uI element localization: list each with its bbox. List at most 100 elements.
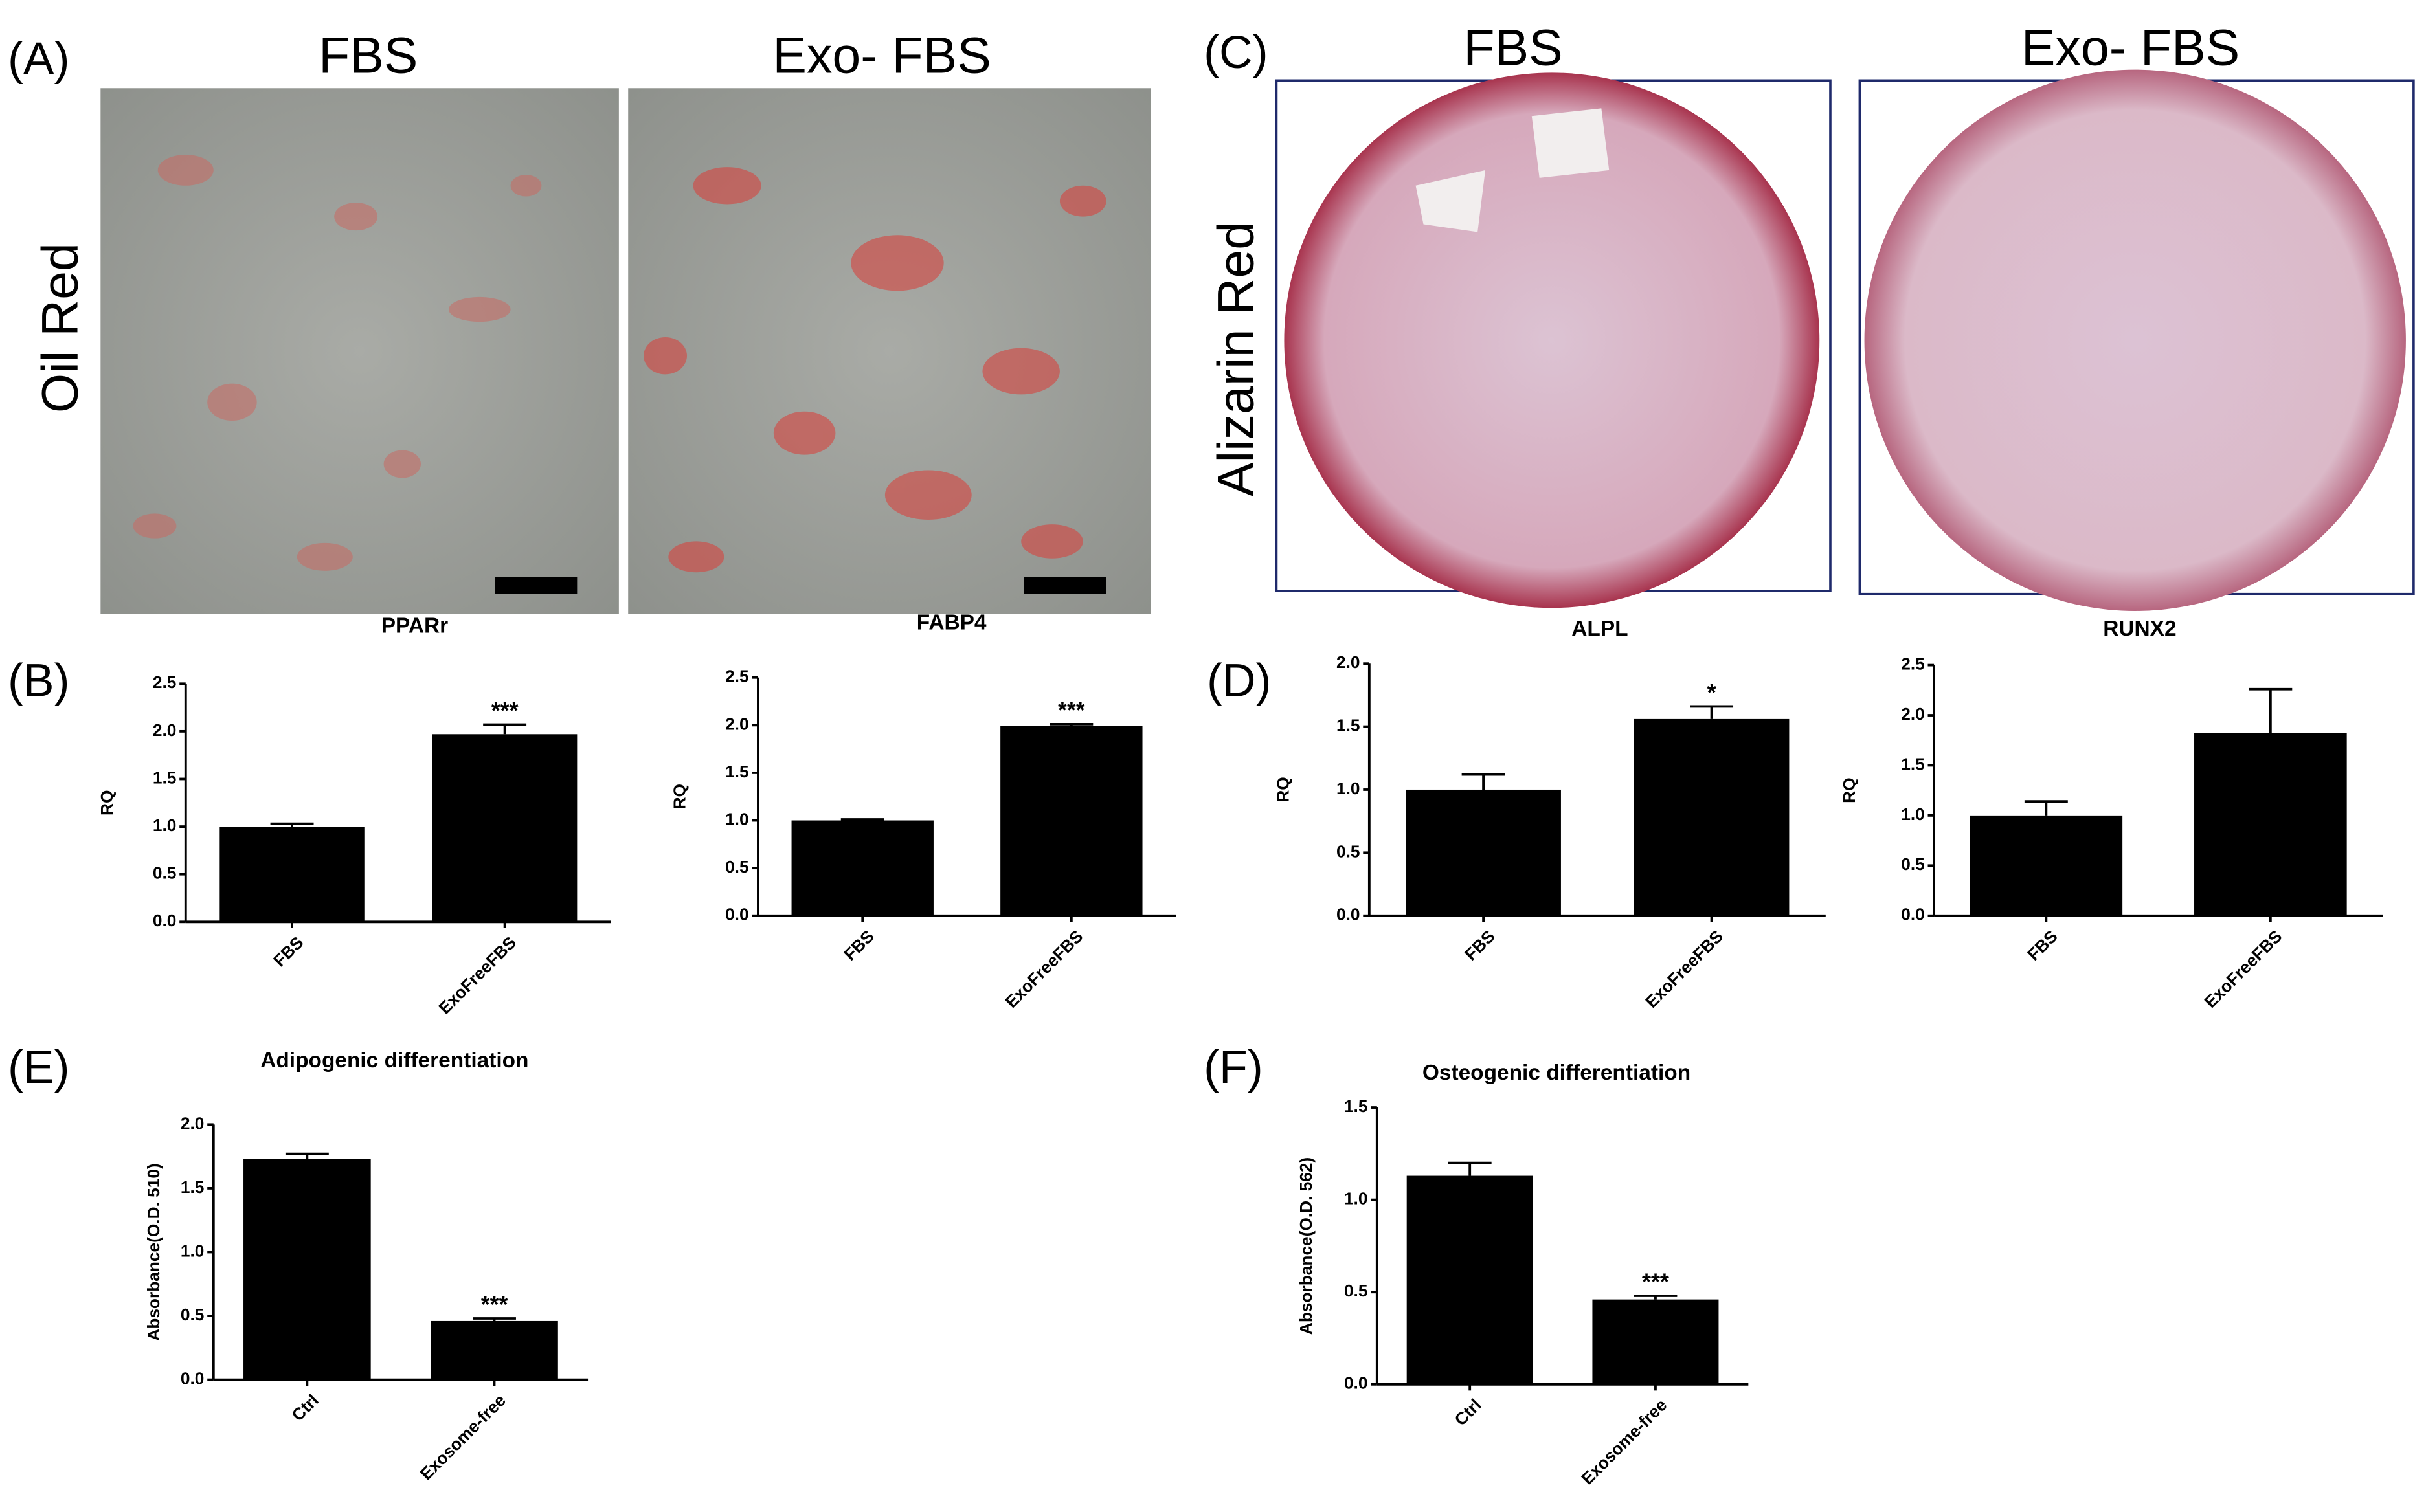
y-tick-label: 1.0 bbox=[1344, 1189, 1368, 1208]
bar bbox=[432, 734, 578, 922]
error-bar bbox=[473, 1317, 516, 1321]
y-axis-label: RQ bbox=[1273, 777, 1292, 802]
error-bar bbox=[2249, 687, 2293, 733]
x-tick-label: ExoFreeFBS bbox=[2201, 926, 2286, 1012]
y-tick-label: 0.5 bbox=[153, 863, 177, 883]
panel-label: (A) bbox=[8, 33, 70, 85]
y-tick-label: 1.5 bbox=[1344, 1096, 1368, 1116]
micrograph bbox=[100, 88, 619, 614]
y-tick-label: 2.0 bbox=[153, 720, 177, 740]
y-tick-label: 1.0 bbox=[1901, 805, 1925, 824]
x-tick-label: FBS bbox=[1461, 926, 1498, 964]
y-tick-label: 0.5 bbox=[1344, 1281, 1368, 1300]
bar bbox=[1592, 1299, 1719, 1384]
chart-title: Adipogenic differentiation bbox=[260, 1049, 528, 1073]
panel-label: (E) bbox=[8, 1041, 70, 1093]
panel-label: (F) bbox=[1204, 1041, 1263, 1093]
column-heading: FBS bbox=[1463, 19, 1562, 76]
y-tick-label: 2.0 bbox=[181, 1113, 205, 1133]
y-tick-label: 0.0 bbox=[181, 1369, 205, 1388]
y-tick-label: 1.5 bbox=[181, 1177, 205, 1197]
error-bar bbox=[1461, 773, 1505, 790]
x-tick-label: FBS bbox=[269, 933, 307, 970]
column-heading: Exo- FBS bbox=[772, 27, 991, 83]
x-tick-label: Exosome-free bbox=[416, 1390, 510, 1484]
x-tick-label: FBS bbox=[840, 926, 877, 964]
significance-label: *** bbox=[1642, 1269, 1669, 1295]
bar bbox=[1406, 789, 1561, 916]
x-tick-label: FBS bbox=[2023, 926, 2061, 964]
stained-well bbox=[1275, 72, 1832, 608]
y-tick-label: 0.5 bbox=[181, 1305, 205, 1324]
x-tick-label: Ctrl bbox=[288, 1390, 322, 1425]
column-heading: Exo- FBS bbox=[2021, 19, 2240, 76]
chart-title: ALPL bbox=[1571, 617, 1628, 641]
bar bbox=[1000, 726, 1143, 916]
error-bar bbox=[483, 723, 527, 735]
y-tick-label: 2.5 bbox=[1901, 654, 1925, 674]
y-tick-label: 2.5 bbox=[725, 667, 749, 686]
column-heading: FBS bbox=[319, 27, 418, 83]
y-axis-label: Absorbance(O.D. 562) bbox=[1296, 1157, 1316, 1335]
error-bar bbox=[2024, 800, 2068, 816]
y-tick-label: 1.0 bbox=[1336, 779, 1360, 798]
x-tick-label: Ctrl bbox=[1450, 1395, 1485, 1429]
stained-well bbox=[1858, 69, 2415, 611]
row-label: Oil Red bbox=[31, 243, 88, 413]
x-tick-label: ExoFreeFBS bbox=[434, 933, 520, 1018]
y-tick-label: 0.5 bbox=[1901, 854, 1925, 874]
y-tick-label: 2.0 bbox=[1901, 704, 1925, 724]
error-bar bbox=[1690, 705, 1734, 719]
panel-label: (B) bbox=[8, 654, 70, 706]
y-tick-label: 2.0 bbox=[1336, 652, 1360, 672]
chart-title: FABP4 bbox=[917, 611, 987, 635]
significance-label: * bbox=[1707, 680, 1716, 706]
y-axis-label: RQ bbox=[1839, 777, 1859, 803]
panel-label: (D) bbox=[1207, 654, 1272, 706]
y-tick-label: 0.5 bbox=[725, 857, 749, 876]
bar bbox=[791, 820, 934, 916]
x-tick-label: Exosome-free bbox=[1577, 1395, 1670, 1488]
y-tick-label: 1.5 bbox=[1901, 754, 1925, 773]
x-tick-label: ExoFreeFBS bbox=[1002, 926, 1087, 1012]
bar bbox=[1406, 1175, 1533, 1384]
y-tick-label: 0.0 bbox=[1336, 905, 1360, 924]
x-tick-label: ExoFreeFBS bbox=[1641, 926, 1727, 1012]
y-tick-label: 0.0 bbox=[153, 911, 177, 930]
panel-label: (C) bbox=[1204, 27, 1268, 78]
y-tick-label: 0.5 bbox=[1336, 841, 1360, 861]
y-tick-label: 1.0 bbox=[181, 1241, 205, 1260]
y-tick-label: 2.0 bbox=[725, 714, 749, 733]
y-tick-label: 1.5 bbox=[1336, 716, 1360, 735]
row-label: Alizarin Red bbox=[1207, 221, 1264, 496]
bar bbox=[219, 827, 365, 922]
significance-label: *** bbox=[1058, 697, 1085, 723]
y-tick-label: 1.5 bbox=[725, 762, 749, 781]
chart-title: PPARr bbox=[381, 614, 448, 638]
error-bar bbox=[270, 822, 314, 827]
error-bar bbox=[1050, 722, 1094, 726]
y-tick-label: 0.0 bbox=[1901, 905, 1925, 924]
y-tick-label: 2.5 bbox=[153, 673, 177, 692]
micrograph bbox=[628, 88, 1151, 614]
y-axis-label: Absorbance(O.D. 510) bbox=[144, 1163, 163, 1340]
significance-label: *** bbox=[491, 698, 519, 724]
bar bbox=[1634, 718, 1790, 916]
y-tick-label: 1.0 bbox=[153, 816, 177, 835]
error-bar bbox=[1634, 1295, 1678, 1300]
bar bbox=[243, 1159, 371, 1380]
chart-title: Osteogenic differentiation bbox=[1422, 1061, 1690, 1085]
error-bar bbox=[285, 1152, 329, 1159]
bar bbox=[431, 1320, 558, 1380]
y-tick-label: 1.5 bbox=[153, 768, 177, 787]
y-tick-label: 0.0 bbox=[725, 905, 749, 924]
bar bbox=[2194, 733, 2347, 916]
error-bar bbox=[840, 818, 884, 821]
chart-title: RUNX2 bbox=[2103, 617, 2176, 641]
y-axis-label: RQ bbox=[97, 790, 117, 816]
y-tick-label: 0.0 bbox=[1344, 1373, 1368, 1393]
bar bbox=[1970, 815, 2123, 916]
error-bar bbox=[1448, 1161, 1492, 1176]
y-tick-label: 1.0 bbox=[725, 809, 749, 828]
